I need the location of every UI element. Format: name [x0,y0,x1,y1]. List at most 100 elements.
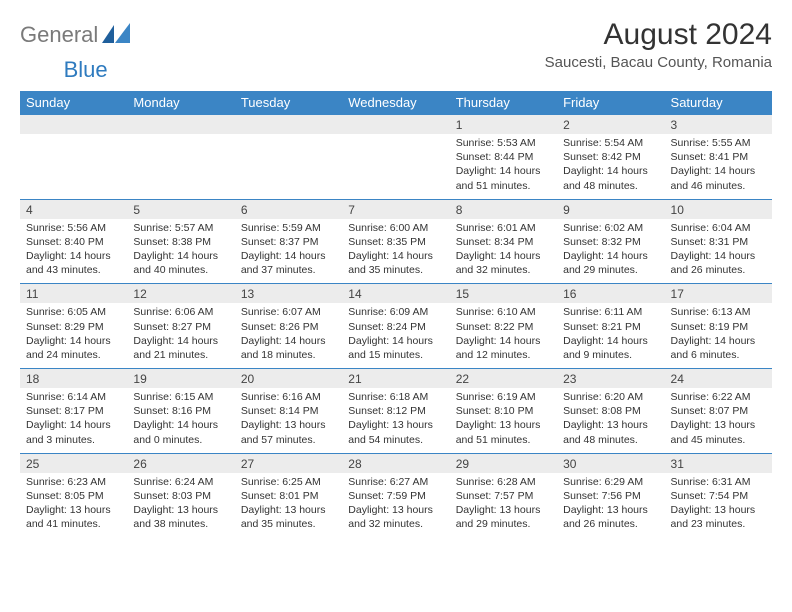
day-number-cell: 13 [235,284,342,304]
sunset-text: Sunset: 8:37 PM [241,235,336,249]
sunrise-text: Sunrise: 6:02 AM [563,221,658,235]
day-number-cell: 26 [127,453,234,473]
day-number-cell [127,115,234,135]
day-detail-cell: Sunrise: 6:19 AMSunset: 8:10 PMDaylight:… [450,388,557,453]
sunrise-text: Sunrise: 6:06 AM [133,305,228,319]
day-detail-row: Sunrise: 6:23 AMSunset: 8:05 PMDaylight:… [20,473,772,538]
daylight-text: Daylight: 14 hours and 3 minutes. [26,418,121,446]
day-detail-cell: Sunrise: 6:18 AMSunset: 8:12 PMDaylight:… [342,388,449,453]
day-detail-cell: Sunrise: 6:23 AMSunset: 8:05 PMDaylight:… [20,473,127,538]
day-detail-cell [127,134,234,199]
weekday-header: Tuesday [235,91,342,115]
day-number-cell: 6 [235,199,342,219]
day-detail-row: Sunrise: 6:14 AMSunset: 8:17 PMDaylight:… [20,388,772,453]
day-detail-cell: Sunrise: 5:59 AMSunset: 8:37 PMDaylight:… [235,219,342,284]
sunset-text: Sunset: 8:16 PM [133,404,228,418]
sunrise-text: Sunrise: 6:15 AM [133,390,228,404]
day-number-row: 45678910 [20,199,772,219]
sunrise-text: Sunrise: 6:13 AM [671,305,766,319]
weekday-header: Friday [557,91,664,115]
sunrise-text: Sunrise: 6:00 AM [348,221,443,235]
sunset-text: Sunset: 8:21 PM [563,320,658,334]
day-number-cell: 30 [557,453,664,473]
sunrise-text: Sunrise: 6:25 AM [241,475,336,489]
day-number-cell: 2 [557,115,664,135]
daylight-text: Daylight: 14 hours and 18 minutes. [241,334,336,362]
day-detail-cell: Sunrise: 6:11 AMSunset: 8:21 PMDaylight:… [557,303,664,368]
day-number-cell: 16 [557,284,664,304]
sunrise-text: Sunrise: 6:10 AM [456,305,551,319]
day-detail-cell: Sunrise: 6:13 AMSunset: 8:19 PMDaylight:… [665,303,772,368]
weekday-header: Saturday [665,91,772,115]
sunrise-text: Sunrise: 6:24 AM [133,475,228,489]
daylight-text: Daylight: 13 hours and 26 minutes. [563,503,658,531]
sunset-text: Sunset: 8:35 PM [348,235,443,249]
day-number-cell [235,115,342,135]
day-number-cell: 25 [20,453,127,473]
day-number-cell: 18 [20,369,127,389]
day-detail-cell: Sunrise: 5:56 AMSunset: 8:40 PMDaylight:… [20,219,127,284]
sunrise-text: Sunrise: 5:54 AM [563,136,658,150]
day-number-cell: 28 [342,453,449,473]
day-number-cell: 11 [20,284,127,304]
sunrise-text: Sunrise: 5:57 AM [133,221,228,235]
sunset-text: Sunset: 8:12 PM [348,404,443,418]
sunset-text: Sunset: 8:03 PM [133,489,228,503]
calendar-table: Sunday Monday Tuesday Wednesday Thursday… [20,91,772,537]
daylight-text: Daylight: 14 hours and 26 minutes. [671,249,766,277]
logo-text-blue: Blue [64,57,108,83]
sunrise-text: Sunrise: 6:11 AM [563,305,658,319]
day-number-cell: 27 [235,453,342,473]
daylight-text: Daylight: 14 hours and 40 minutes. [133,249,228,277]
day-detail-cell [20,134,127,199]
daylight-text: Daylight: 13 hours and 57 minutes. [241,418,336,446]
day-detail-cell: Sunrise: 6:04 AMSunset: 8:31 PMDaylight:… [665,219,772,284]
sunset-text: Sunset: 8:41 PM [671,150,766,164]
daylight-text: Daylight: 14 hours and 21 minutes. [133,334,228,362]
day-detail-row: Sunrise: 6:05 AMSunset: 8:29 PMDaylight:… [20,303,772,368]
daylight-text: Daylight: 14 hours and 6 minutes. [671,334,766,362]
daylight-text: Daylight: 13 hours and 54 minutes. [348,418,443,446]
day-number-cell: 4 [20,199,127,219]
day-number-cell: 15 [450,284,557,304]
day-detail-cell: Sunrise: 6:20 AMSunset: 8:08 PMDaylight:… [557,388,664,453]
sunrise-text: Sunrise: 5:59 AM [241,221,336,235]
day-number-cell: 17 [665,284,772,304]
day-detail-cell [342,134,449,199]
sunrise-text: Sunrise: 6:29 AM [563,475,658,489]
daylight-text: Daylight: 14 hours and 9 minutes. [563,334,658,362]
sunset-text: Sunset: 8:29 PM [26,320,121,334]
location-subtitle: Saucesti, Bacau County, Romania [545,54,772,71]
daylight-text: Daylight: 14 hours and 0 minutes. [133,418,228,446]
day-detail-cell: Sunrise: 5:55 AMSunset: 8:41 PMDaylight:… [665,134,772,199]
day-detail-row: Sunrise: 5:56 AMSunset: 8:40 PMDaylight:… [20,219,772,284]
day-detail-cell: Sunrise: 6:27 AMSunset: 7:59 PMDaylight:… [342,473,449,538]
sunset-text: Sunset: 8:19 PM [671,320,766,334]
day-number-cell: 23 [557,369,664,389]
sunrise-text: Sunrise: 5:55 AM [671,136,766,150]
weekday-header: Thursday [450,91,557,115]
sunrise-text: Sunrise: 6:04 AM [671,221,766,235]
sunset-text: Sunset: 8:24 PM [348,320,443,334]
day-detail-cell: Sunrise: 6:09 AMSunset: 8:24 PMDaylight:… [342,303,449,368]
day-number-cell: 7 [342,199,449,219]
day-number-cell: 21 [342,369,449,389]
day-number-cell: 5 [127,199,234,219]
sunrise-text: Sunrise: 6:09 AM [348,305,443,319]
daylight-text: Daylight: 14 hours and 35 minutes. [348,249,443,277]
day-number-cell: 12 [127,284,234,304]
sunset-text: Sunset: 8:22 PM [456,320,551,334]
day-number-cell: 24 [665,369,772,389]
day-number-cell: 22 [450,369,557,389]
day-detail-cell: Sunrise: 6:05 AMSunset: 8:29 PMDaylight:… [20,303,127,368]
sunset-text: Sunset: 8:31 PM [671,235,766,249]
daylight-text: Daylight: 13 hours and 23 minutes. [671,503,766,531]
sunset-text: Sunset: 8:17 PM [26,404,121,418]
day-detail-cell: Sunrise: 6:25 AMSunset: 8:01 PMDaylight:… [235,473,342,538]
day-detail-cell: Sunrise: 6:07 AMSunset: 8:26 PMDaylight:… [235,303,342,368]
daylight-text: Daylight: 13 hours and 29 minutes. [456,503,551,531]
sunrise-text: Sunrise: 6:20 AM [563,390,658,404]
day-number-cell: 14 [342,284,449,304]
day-detail-cell: Sunrise: 6:10 AMSunset: 8:22 PMDaylight:… [450,303,557,368]
day-number-cell: 8 [450,199,557,219]
